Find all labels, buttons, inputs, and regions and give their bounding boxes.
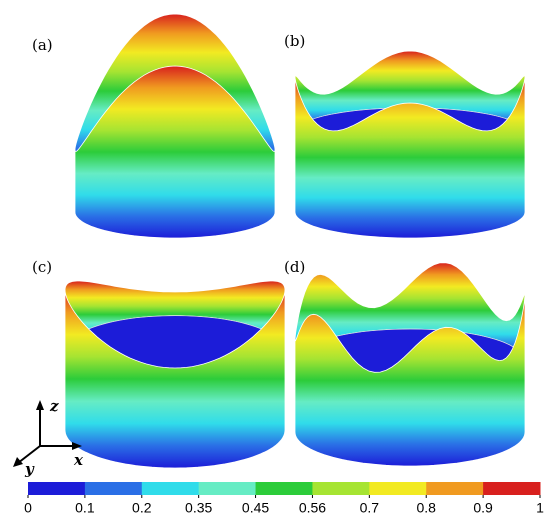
axis-label: x (73, 451, 84, 469)
axis-triad: z x y (13, 397, 84, 478)
colorbar-segment (28, 482, 86, 495)
colorbar-tick-label: 0.2 (132, 500, 152, 516)
shell-plots (64, 13, 526, 469)
colorbar-segment (198, 482, 257, 495)
shell-front-wall (294, 294, 526, 467)
colorbar-tick-label: 0.8 (416, 500, 436, 516)
colorbar-tick-label: 0.9 (473, 500, 493, 516)
arrowhead (36, 400, 44, 410)
arrowhead (72, 442, 82, 450)
arrowhead (13, 457, 23, 467)
colorbar-tick-label: 0.1 (75, 500, 95, 516)
colorbar-segment (369, 482, 427, 495)
colorbar-segment (141, 482, 200, 495)
colorbar-segment (255, 482, 313, 495)
axis-label: y (24, 460, 35, 478)
panel-label: (c) (32, 258, 52, 276)
colorbar-tick-label: 0.56 (299, 500, 326, 516)
colorbar: 0 0.1 0.2 0.35 0.45 0.56 0.7 0.8 0.9 1 (24, 482, 544, 516)
shell-front-wall (64, 289, 286, 469)
colorbar-segment (312, 482, 370, 495)
colorbar-tick-label: 1 (536, 500, 544, 516)
colorbar-tick-label: 0.35 (185, 500, 212, 516)
colorbar-tick-label: 0 (24, 500, 32, 516)
panel-label: (d) (284, 258, 305, 276)
panel-label: (b) (284, 32, 305, 50)
colorbar-tick-label: 0.45 (242, 500, 269, 516)
colorbar-segment (483, 482, 541, 495)
shell-front-wall (294, 76, 526, 239)
colorbar-segment (426, 482, 484, 495)
panel-label: (a) (32, 36, 53, 54)
colorbar-segment (84, 482, 143, 495)
shell-front-wall (74, 65, 276, 239)
colorbar-tick-label: 0.7 (360, 500, 380, 516)
axis-label: z (49, 397, 59, 415)
y-arrow (17, 445, 41, 464)
